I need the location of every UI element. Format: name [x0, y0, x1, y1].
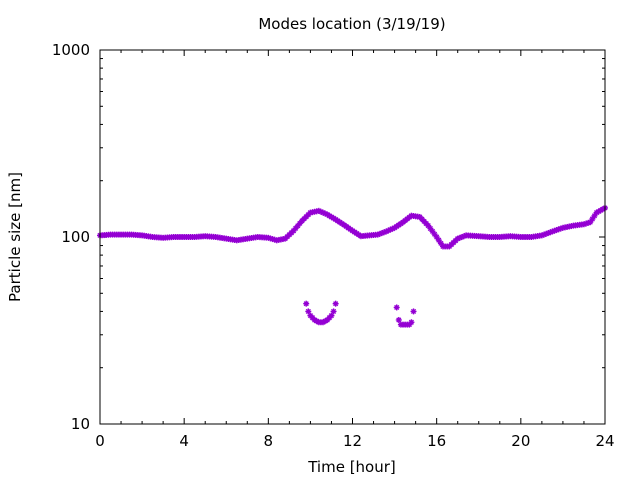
y-tick-label: 100 [61, 228, 90, 246]
data-point [330, 308, 337, 315]
x-tick-label: 4 [179, 432, 189, 450]
x-tick-label: 0 [95, 432, 105, 450]
data-point [395, 316, 402, 323]
x-axis-label: Time [hour] [307, 458, 396, 476]
y-axis-label: Particle size [nm] [6, 172, 24, 302]
y-tick-label: 10 [71, 415, 90, 433]
x-tick-label: 20 [511, 432, 530, 450]
data-point [305, 308, 312, 315]
tick-labels: 0 4 8 12 16 20 24 10 100 1000 [52, 41, 615, 450]
data-point [408, 319, 415, 326]
data-point [303, 300, 310, 307]
data-point [393, 304, 400, 311]
x-tick-label: 8 [264, 432, 274, 450]
data-point [332, 300, 339, 307]
plot-frame [99, 49, 606, 425]
x-tick-label: 12 [343, 432, 362, 450]
chart-title: Modes location (3/19/19) [258, 15, 445, 33]
data-point [328, 312, 335, 319]
data-points [97, 204, 608, 328]
x-tick-label: 16 [427, 432, 446, 450]
x-tick-label: 24 [595, 432, 614, 450]
y-tick-label: 1000 [52, 41, 90, 59]
data-point [410, 308, 417, 315]
